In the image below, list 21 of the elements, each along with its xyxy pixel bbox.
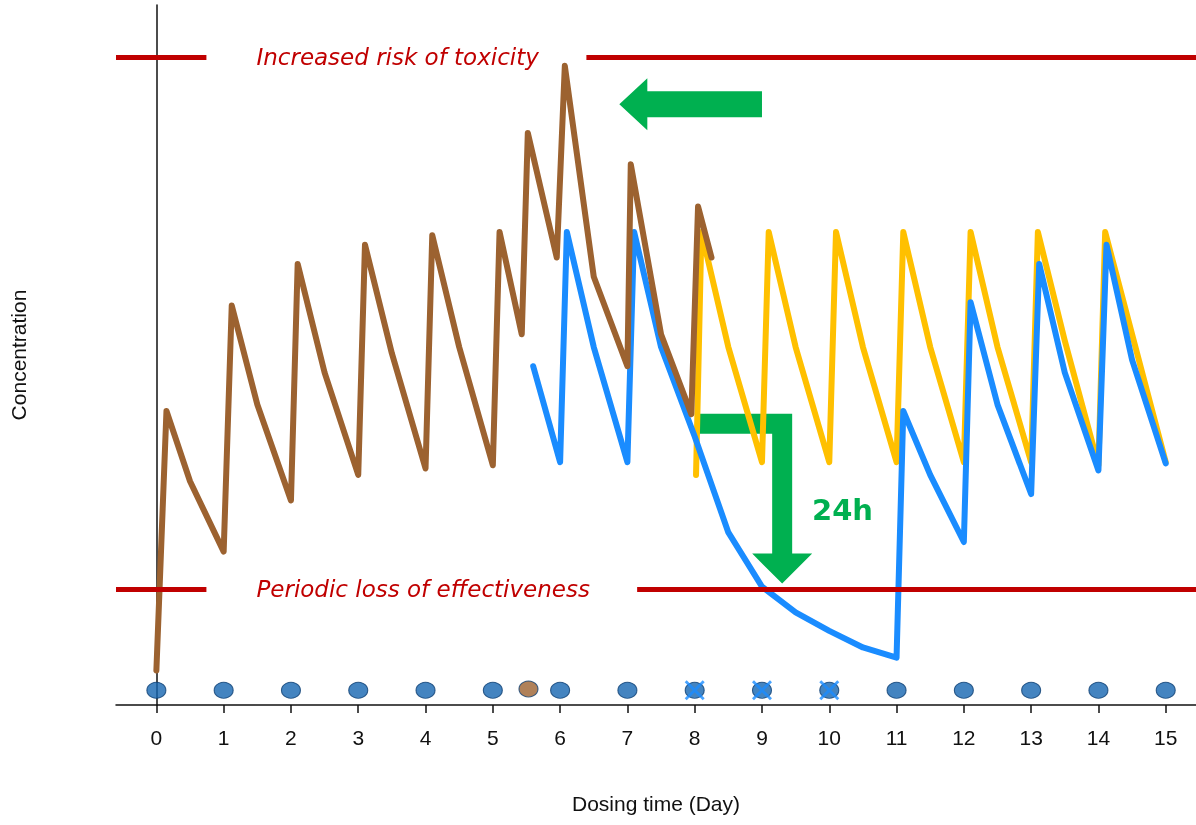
x-tick-label: 1 bbox=[217, 726, 230, 749]
x-tick-label: 2 bbox=[285, 726, 297, 749]
x-tick-label: 13 bbox=[1019, 726, 1043, 749]
annotation: 24h bbox=[812, 492, 874, 527]
y-axis-title: Concentration bbox=[7, 289, 30, 421]
x-tick-label: 6 bbox=[554, 726, 566, 749]
x-tick-label: 0 bbox=[150, 726, 163, 749]
x-tick-label: 7 bbox=[621, 726, 634, 749]
x-tick-label: 4 bbox=[419, 726, 432, 749]
x-tick-label: 15 bbox=[1154, 726, 1178, 749]
x-tick-label: 14 bbox=[1086, 726, 1111, 749]
x-axis-title: Dosing time (Day) bbox=[571, 792, 741, 815]
ref-line-label: Increased risk of toxicity bbox=[256, 43, 540, 70]
ref-line-label: Periodic loss of effectiveness bbox=[256, 576, 590, 603]
x-tick-label: 8 bbox=[688, 726, 701, 749]
x-tick-label: 3 bbox=[352, 726, 365, 749]
x-tick-label: 9 bbox=[756, 726, 768, 749]
x-tick-label: 10 bbox=[817, 726, 841, 749]
x-tick-label: 5 bbox=[486, 726, 499, 749]
x-tick-label: 11 bbox=[885, 726, 908, 749]
x-tick-label: 12 bbox=[952, 726, 976, 749]
